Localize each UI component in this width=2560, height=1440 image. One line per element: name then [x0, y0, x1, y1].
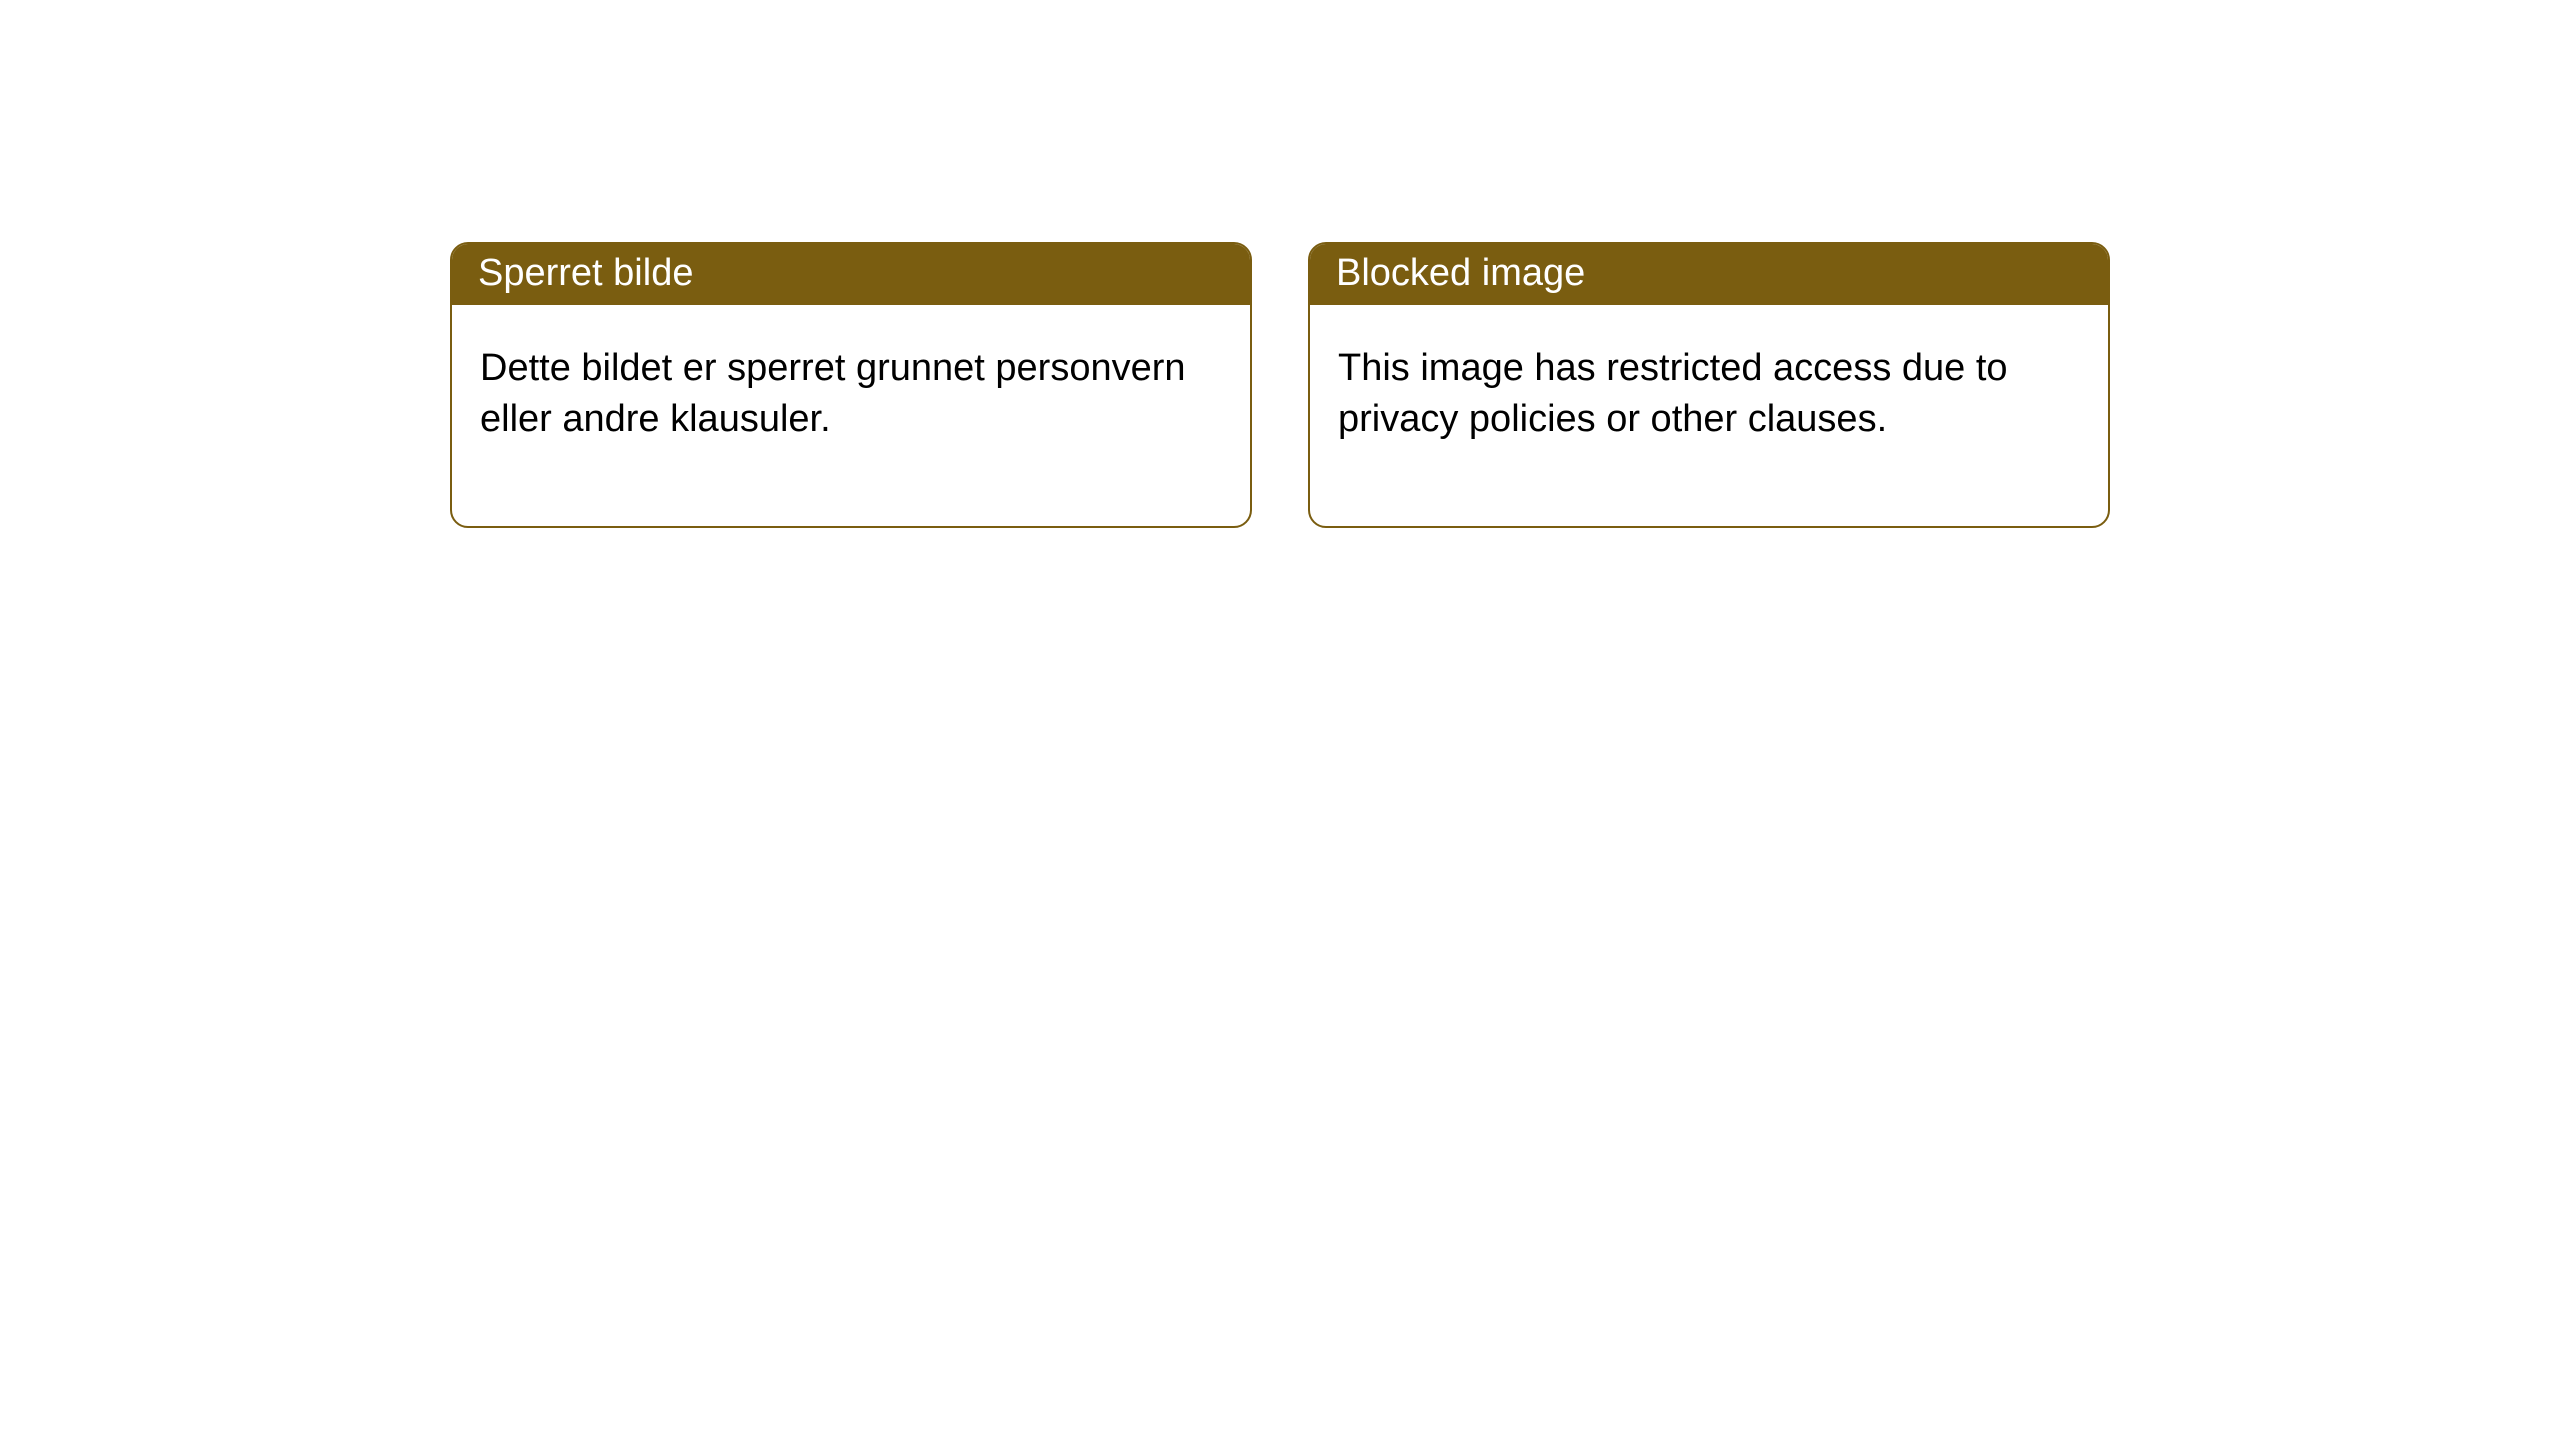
notice-header-en: Blocked image	[1310, 244, 2108, 305]
notice-card-en: Blocked image This image has restricted …	[1308, 242, 2110, 528]
notice-header-no: Sperret bilde	[452, 244, 1250, 305]
notice-body-en: This image has restricted access due to …	[1310, 305, 2108, 526]
notice-card-no: Sperret bilde Dette bildet er sperret gr…	[450, 242, 1252, 528]
notice-body-no: Dette bildet er sperret grunnet personve…	[452, 305, 1250, 526]
notice-container: Sperret bilde Dette bildet er sperret gr…	[0, 0, 2560, 528]
